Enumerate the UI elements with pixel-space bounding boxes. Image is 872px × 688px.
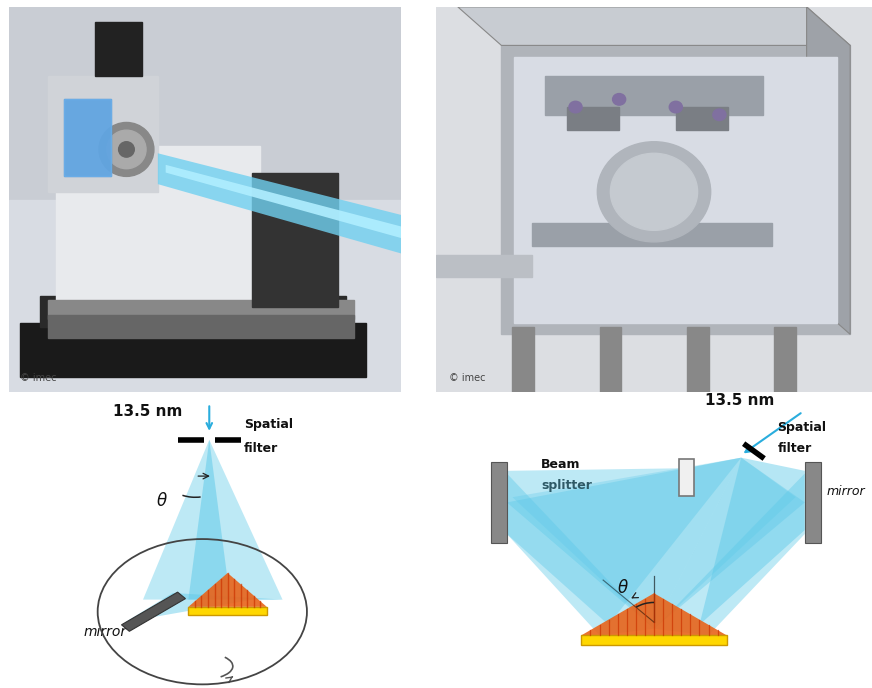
Circle shape [99, 122, 153, 176]
Bar [490, 462, 507, 544]
Bar [567, 107, 619, 130]
Text: filter: filter [778, 442, 812, 455]
Bar [48, 315, 354, 338]
Text: 13.5 nm: 13.5 nm [705, 393, 774, 408]
Bar [514, 57, 837, 323]
Polygon shape [582, 593, 726, 635]
Text: θ: θ [617, 579, 628, 597]
Bar [56, 146, 260, 308]
Polygon shape [507, 458, 741, 625]
Polygon shape [654, 458, 795, 629]
Text: Beam: Beam [542, 458, 581, 471]
Bar [48, 300, 354, 319]
Polygon shape [507, 458, 805, 629]
Circle shape [119, 142, 134, 157]
Circle shape [670, 101, 682, 113]
Text: 13.5 nm: 13.5 nm [113, 404, 183, 418]
Bar [40, 296, 346, 327]
Text: θ: θ [157, 493, 167, 510]
Text: Spatial: Spatial [244, 418, 293, 431]
Bar [774, 327, 796, 392]
Bar [545, 76, 763, 115]
Bar [56, 146, 260, 308]
Bar [252, 173, 338, 308]
Circle shape [597, 142, 711, 242]
Bar [48, 76, 158, 192]
Bar [64, 99, 111, 176]
Polygon shape [507, 473, 654, 635]
Polygon shape [699, 458, 805, 625]
Polygon shape [188, 440, 230, 600]
Bar [679, 459, 694, 496]
Bar [513, 327, 534, 392]
Circle shape [613, 94, 626, 105]
Circle shape [610, 153, 698, 230]
Bar [676, 107, 728, 130]
Text: filter: filter [244, 442, 278, 455]
Text: mirror: mirror [827, 484, 865, 497]
Polygon shape [807, 7, 850, 334]
Bar [188, 607, 267, 615]
Bar [582, 635, 726, 645]
Circle shape [106, 130, 146, 169]
Bar [436, 255, 532, 277]
Bar [20, 323, 366, 377]
Circle shape [569, 101, 582, 113]
Bar [532, 223, 772, 246]
Bar [48, 76, 158, 192]
Bar [600, 327, 621, 392]
Polygon shape [654, 473, 805, 635]
Polygon shape [188, 573, 267, 607]
Polygon shape [143, 440, 283, 600]
Text: © imec: © imec [20, 373, 57, 383]
Bar [805, 462, 821, 544]
Polygon shape [458, 7, 850, 45]
Bar [532, 223, 772, 246]
Bar [687, 327, 708, 392]
Text: splitter: splitter [542, 480, 592, 492]
Polygon shape [126, 593, 283, 622]
Circle shape [713, 109, 726, 120]
Bar [436, 255, 532, 277]
PathPatch shape [158, 153, 401, 253]
Bar [9, 200, 401, 392]
Text: Spatial: Spatial [778, 421, 827, 434]
Text: mirror: mirror [84, 625, 126, 639]
PathPatch shape [166, 165, 401, 238]
Bar [252, 173, 338, 308]
Polygon shape [513, 458, 741, 629]
Bar [501, 45, 850, 334]
Bar [64, 99, 111, 176]
Polygon shape [121, 592, 186, 632]
Bar [95, 22, 142, 76]
Text: © imec: © imec [449, 373, 486, 383]
